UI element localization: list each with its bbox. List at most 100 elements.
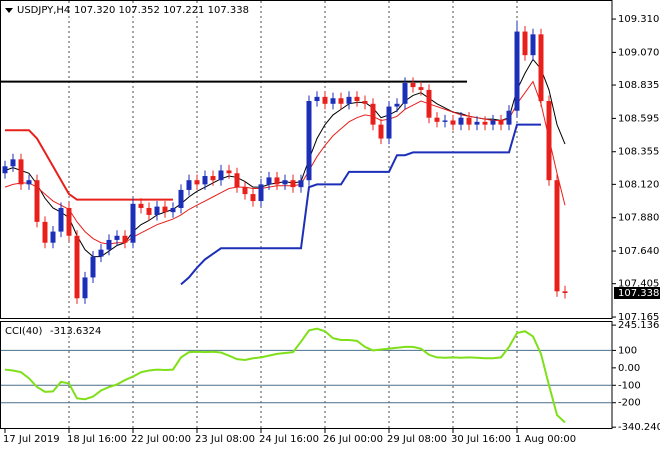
candle-body	[370, 103, 376, 125]
cci-panel-border	[0, 321, 613, 429]
candle-body	[458, 117, 464, 125]
symbol-title: USDJPY,H4	[17, 5, 70, 16]
axes: 17 Jul 2019 18 Jul 16:00 22 Jul 00:00 23 Ju…	[3, 14, 660, 445]
candle-body	[498, 120, 504, 125]
y-tick-label: 0.00	[618, 363, 640, 374]
candle-body	[418, 87, 424, 90]
candle-body	[386, 106, 392, 139]
candle-body	[82, 277, 88, 299]
candle-body	[66, 207, 72, 236]
indicator-line	[5, 129, 173, 201]
candle-body	[338, 98, 344, 104]
candle-body	[514, 31, 520, 111]
last-price-label: 107.338	[618, 288, 659, 299]
candle-body	[42, 221, 48, 243]
candle-body	[114, 235, 120, 240]
candle-body	[378, 124, 384, 139]
candle-body	[290, 180, 296, 188]
y-tick-label: 245.136	[618, 320, 659, 331]
candle-body	[410, 82, 416, 88]
candle-body	[274, 177, 280, 185]
cci-panel	[1, 327, 612, 424]
y-tick-label: 108.120	[618, 179, 659, 190]
price-panel-border	[0, 0, 613, 319]
candle-body	[450, 120, 456, 125]
candle-body	[250, 194, 256, 202]
y-tick-label: 100	[618, 345, 637, 356]
candle-body	[314, 96, 320, 102]
candle-body	[26, 180, 32, 185]
x-tick-label: 23 Jul 08:00	[195, 434, 255, 445]
x-tick-label: 18 Jul 16:00	[67, 434, 127, 445]
candle-body	[138, 203, 144, 208]
x-tick-label: 24 Jul 16:00	[259, 434, 319, 445]
candle-body	[178, 189, 184, 208]
candle-body	[106, 239, 112, 250]
candle-body	[474, 121, 480, 125]
candle-body	[50, 231, 56, 243]
candle-body	[434, 117, 440, 122]
candle-body	[34, 180, 40, 222]
candle-body	[530, 34, 536, 56]
candle-body	[58, 207, 64, 232]
candle-body	[506, 110, 512, 125]
cci-title: CCI(40)	[5, 326, 43, 337]
y-tick-label: 107.640	[618, 246, 659, 257]
candle-body	[234, 173, 240, 188]
candle-body	[402, 82, 408, 104]
candle-body	[18, 159, 24, 185]
candle-body	[346, 96, 352, 104]
candle-body	[562, 291, 568, 293]
candle-body	[2, 166, 8, 174]
candle-body	[242, 187, 248, 195]
candle-body	[282, 180, 288, 185]
candle-body	[466, 117, 472, 125]
y-tick-label: -100	[618, 380, 641, 391]
candle-body	[170, 207, 176, 213]
candle-body	[426, 89, 432, 118]
x-tick-label: 29 Jul 08:00	[387, 434, 447, 445]
candle-body	[442, 120, 448, 122]
candle-body	[10, 159, 16, 167]
candle-body	[538, 34, 544, 102]
y-tick-label: -340.2405	[618, 422, 660, 433]
candle-body	[162, 206, 168, 213]
y-tick-label: 108.595	[618, 113, 659, 124]
candle-body	[330, 98, 336, 104]
cci-line	[4, 327, 566, 424]
x-tick-label: 22 Jul 00:00	[131, 434, 191, 445]
candle-body	[154, 206, 160, 215]
y-tick-label: 108.835	[618, 80, 659, 91]
y-tick-label: 107.165	[618, 312, 659, 323]
candle-body	[322, 96, 328, 104]
cci-value: -313.6324	[50, 326, 101, 337]
candle-body	[482, 121, 488, 125]
last-price-box	[614, 286, 660, 299]
candle-body	[306, 101, 312, 181]
candle-body	[146, 207, 152, 215]
candle-body	[90, 256, 96, 278]
candle-body	[210, 176, 216, 181]
candle-body	[394, 103, 400, 107]
candle-body	[218, 170, 224, 181]
y-tick-label: -200	[618, 398, 641, 409]
candle-body	[130, 203, 136, 243]
candle-body	[266, 177, 272, 185]
candle-body	[122, 235, 128, 243]
collapse-icon	[5, 8, 13, 13]
candle-body	[258, 184, 264, 202]
indicator-line	[180, 123, 541, 286]
candle-body	[554, 180, 560, 292]
y-tick-label: 107.880	[618, 213, 659, 224]
y-tick-label: 108.355	[618, 147, 659, 158]
candle-body	[98, 249, 104, 257]
x-tick-label: 17 Jul 2019	[3, 434, 60, 445]
x-tick-label: 30 Jul 16:00	[451, 434, 511, 445]
candle-body	[362, 101, 368, 104]
candle-body	[490, 120, 496, 125]
candle-body	[546, 101, 552, 181]
candle-body	[194, 180, 200, 185]
ohlc-quote: 107.320 107.352 107.221 107.338	[74, 5, 249, 16]
